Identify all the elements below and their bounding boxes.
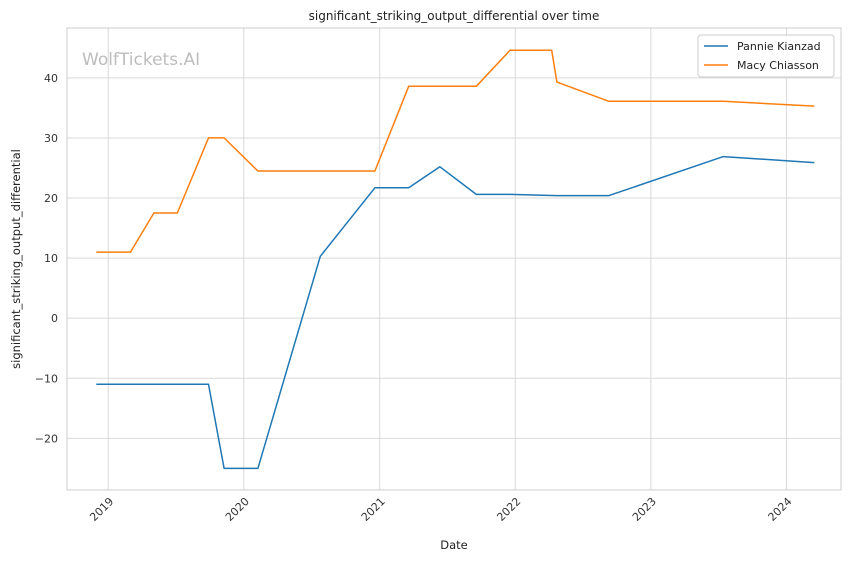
y-tick-label: 30: [44, 132, 58, 145]
legend-box: [697, 34, 835, 78]
plot-area-frame: [66, 27, 842, 491]
y-tick-label: 40: [44, 72, 58, 85]
series-line-macy-chiasson: [96, 49, 815, 253]
x-tick-label: 2022: [494, 495, 523, 524]
x-tick-label: 2020: [223, 495, 252, 524]
series-line-pannie-kianzad: [96, 155, 815, 470]
tick-labels: −20 −10 0 10 20 30 40 2019 2020 2021 2022 2023 2024: [35, 72, 795, 524]
x-tick-label: 2019: [87, 495, 116, 524]
y-tick-label: 10: [44, 252, 58, 265]
y-axis-label: significant_striking_output_differential: [9, 149, 23, 369]
y-tick-label: 0: [51, 312, 58, 325]
x-axis-label: Date: [440, 538, 468, 552]
legend-label-macy-chiasson: Macy Chiasson: [737, 59, 819, 72]
watermark-text: WolfTickets.AI: [82, 50, 200, 70]
x-tick-label: 2023: [630, 495, 659, 524]
x-tick-label: 2024: [766, 495, 795, 524]
legend-label-pannie-kianzad: Pannie Kianzad: [737, 40, 821, 53]
y-tick-label: −10: [35, 372, 58, 385]
y-tick-label: 20: [44, 192, 58, 205]
series-lines: [96, 49, 815, 470]
grid: [67, 28, 841, 490]
x-tick-label: 2021: [359, 495, 388, 524]
legend: Pannie Kianzad Macy Chiasson: [697, 34, 835, 78]
y-tick-label: −20: [35, 432, 58, 445]
chart-title: significant_striking_output_differential…: [309, 9, 600, 23]
